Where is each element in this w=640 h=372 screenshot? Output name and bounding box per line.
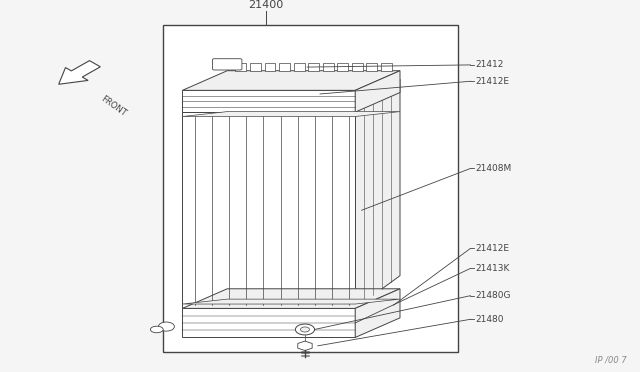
Text: 21400: 21400 [248,0,284,10]
Ellipse shape [150,326,163,333]
Polygon shape [182,299,400,304]
Bar [236,63,246,71]
Polygon shape [182,112,400,116]
Bar [308,63,319,71]
Polygon shape [182,308,355,337]
Polygon shape [182,289,400,308]
Text: FRONT: FRONT [99,94,128,118]
Bar [279,63,290,71]
Polygon shape [355,80,400,308]
Ellipse shape [158,322,174,331]
Bar [250,63,261,71]
Text: 21413K: 21413K [476,264,510,273]
Bar [294,63,305,71]
Text: 21412E: 21412E [476,244,509,253]
Bar [264,63,275,71]
Text: 21480G: 21480G [476,291,511,300]
Text: 21412E: 21412E [476,77,509,86]
Polygon shape [182,80,400,112]
Bar [352,63,363,71]
Bar [182,112,355,308]
Polygon shape [182,90,355,112]
Text: 21480: 21480 [476,315,504,324]
Circle shape [301,327,310,332]
Polygon shape [355,71,400,112]
Bar [366,63,377,71]
Text: 21412: 21412 [476,60,504,70]
Polygon shape [298,341,312,350]
Bar [163,25,458,352]
Bar [337,63,348,71]
Bar [323,63,333,71]
Bar [381,63,392,71]
Text: IP /00 7: IP /00 7 [595,356,627,365]
Polygon shape [182,71,400,90]
Text: 21408M: 21408M [476,164,512,173]
FancyBboxPatch shape [212,59,242,70]
Polygon shape [59,61,100,84]
Circle shape [296,324,315,335]
Polygon shape [355,289,400,337]
